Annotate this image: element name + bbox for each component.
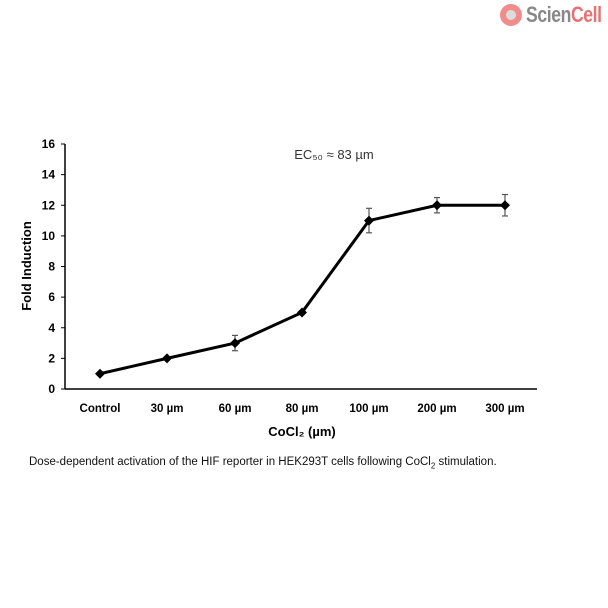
- y-axis-label: Fold Induction: [19, 221, 34, 311]
- y-tick-label: 14: [42, 168, 56, 182]
- sciencell-logo: ScienCell: [500, 2, 608, 28]
- line-chart: 0 2 4 6 8 10 12 14 16 Control 30 µm 60 µm 80 µm 100 µ…: [19, 137, 537, 439]
- x-tick-label: 300 µm: [485, 403, 524, 415]
- y-tick-label: 4: [48, 321, 55, 335]
- data-point: [500, 200, 510, 211]
- x-tick-label: 200 µm: [417, 403, 456, 415]
- y-tick-label: 0: [48, 382, 55, 396]
- x-tick-label: 100 µm: [349, 403, 388, 415]
- y-tick-label: 12: [42, 198, 56, 212]
- data-point: [162, 353, 172, 364]
- data-point: [364, 215, 374, 226]
- y-tick-label: 2: [48, 351, 55, 365]
- x-tick-label: 60 µm: [219, 403, 252, 415]
- x-tick-label: 80 µm: [286, 403, 319, 415]
- y-tick-label: 8: [48, 260, 55, 274]
- y-tick-label: 6: [48, 290, 55, 304]
- x-tick-label: 30 µm: [151, 403, 184, 415]
- y-tick-label: 16: [42, 137, 56, 151]
- logo-icon: [500, 4, 522, 26]
- data-point: [297, 307, 307, 318]
- y-tick-label: 10: [42, 229, 56, 243]
- data-line: [99, 203, 505, 376]
- x-axis-label: CoCl₂ (µm): [268, 424, 335, 439]
- figure-caption: Dose-dependent activation of the HIF rep…: [29, 456, 497, 471]
- logo-text: Scien: [526, 2, 571, 27]
- data-point: [230, 338, 240, 349]
- x-tick-label: Control: [80, 403, 121, 415]
- logo-text-accent: Cell: [570, 2, 602, 27]
- ec50-annotation: EC₅₀ ≈ 83 µm: [294, 147, 373, 162]
- data-point: [432, 200, 442, 211]
- data-point: [95, 368, 105, 379]
